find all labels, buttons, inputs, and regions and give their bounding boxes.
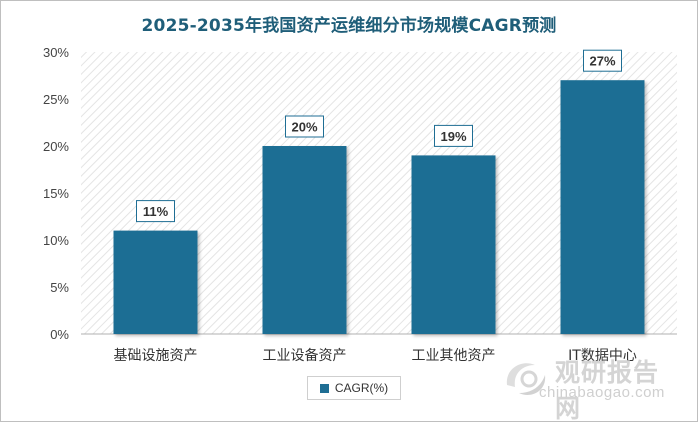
y-tick-label: 0% [50,327,69,342]
watermark-text-cn: 观研报告网 [555,358,660,423]
data-label-box [136,200,175,223]
y-tick-label: 30% [43,45,69,60]
chart-title: 2025-2035年我国资产运维细分市场规模CAGR预测 [141,16,557,36]
watermark-text-en: chinabaogao.com [539,384,665,401]
data-label: 20% [291,120,317,135]
y-tick-label: 5% [50,280,69,295]
y-tick-label: 10% [43,233,69,248]
data-label-box [434,124,473,147]
x-tick-label: 工业其他资产 [412,348,496,364]
bar [411,155,496,334]
x-tick-label: IT数据中心 [568,348,637,364]
watermark: 观研报告网 chinabaogao.com [493,351,683,423]
legend-label: CAGR(%) [334,381,389,395]
data-label: 11% [143,204,169,219]
legend-swatch [319,383,329,393]
chart-legend: CAGR(%) [307,376,401,400]
bar [262,146,347,334]
data-label-box [285,115,324,138]
y-tick-label: 15% [43,186,69,201]
bar [113,230,198,334]
watermark-logo-icon [506,363,546,395]
x-tick-label: 工业设备资产 [263,347,347,364]
bar [560,80,645,334]
data-label: 19% [440,129,466,144]
x-tick-label: 基础设施资产 [114,347,198,364]
data-label-box [583,49,622,72]
y-tick-label: 25% [43,92,69,107]
y-tick-label: 20% [43,139,69,154]
data-label: 27% [589,54,615,69]
